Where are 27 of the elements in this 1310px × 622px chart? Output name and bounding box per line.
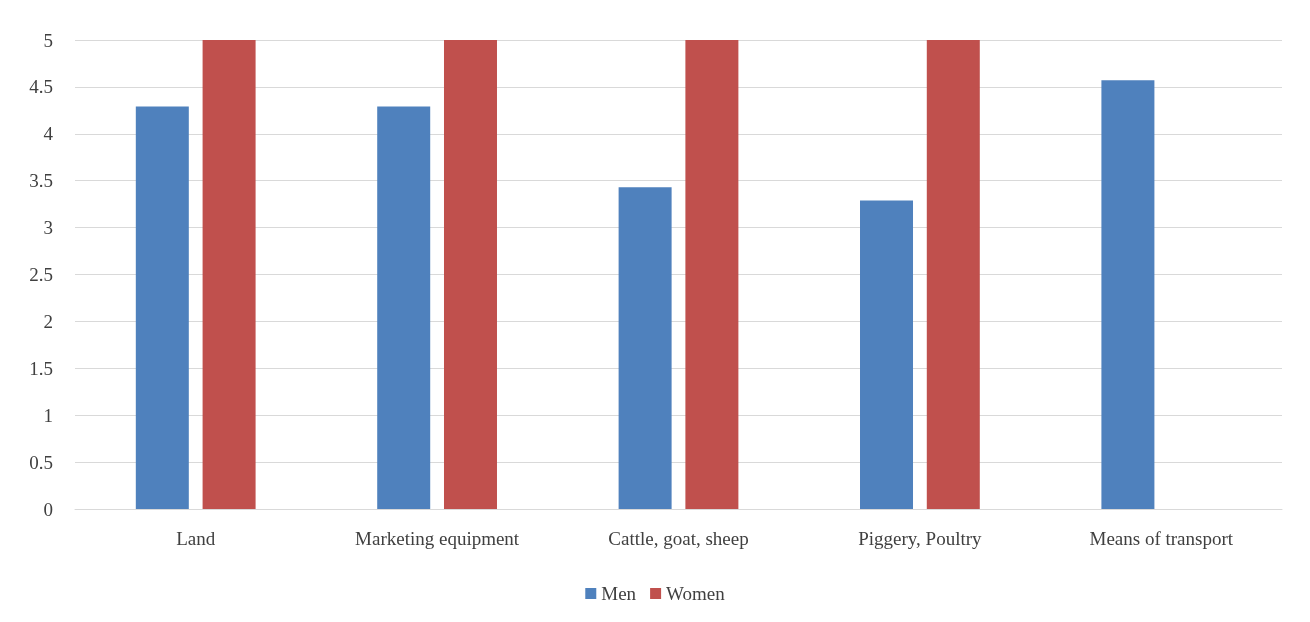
y-tick-label: 1 — [43, 404, 53, 426]
bar — [860, 200, 914, 509]
y-tick-label: 4 — [43, 123, 54, 145]
bar — [1101, 80, 1155, 509]
bar — [135, 106, 189, 509]
y-tick-label: 5 — [43, 29, 53, 51]
y-tick-label: 2 — [43, 310, 53, 332]
y-tick-label: 4.5 — [29, 76, 53, 98]
bar — [926, 40, 980, 509]
y-tick-label: 2.5 — [29, 264, 53, 285]
legend-label: Men — [601, 583, 637, 604]
y-tick-label: 3 — [43, 217, 53, 239]
y-tick-label: 1.5 — [29, 357, 53, 379]
y-tick-label: 3.5 — [29, 170, 53, 192]
bar — [202, 40, 256, 509]
legend-label: Women — [666, 583, 726, 604]
y-tick-label: 0 — [43, 498, 53, 520]
x-tick-label: Means of transport — [1089, 528, 1234, 549]
x-tick-label: Cattle, goat, sheep — [608, 528, 749, 549]
bar — [443, 40, 497, 509]
x-tick-label: Land — [176, 528, 216, 549]
y-tick-label: 0.5 — [29, 451, 53, 473]
x-tick-label: Piggery, Poultry — [858, 528, 983, 549]
x-tick-label: Marketing equipment — [355, 528, 520, 549]
bar — [377, 106, 431, 509]
bar — [685, 40, 739, 509]
bar — [618, 187, 672, 509]
